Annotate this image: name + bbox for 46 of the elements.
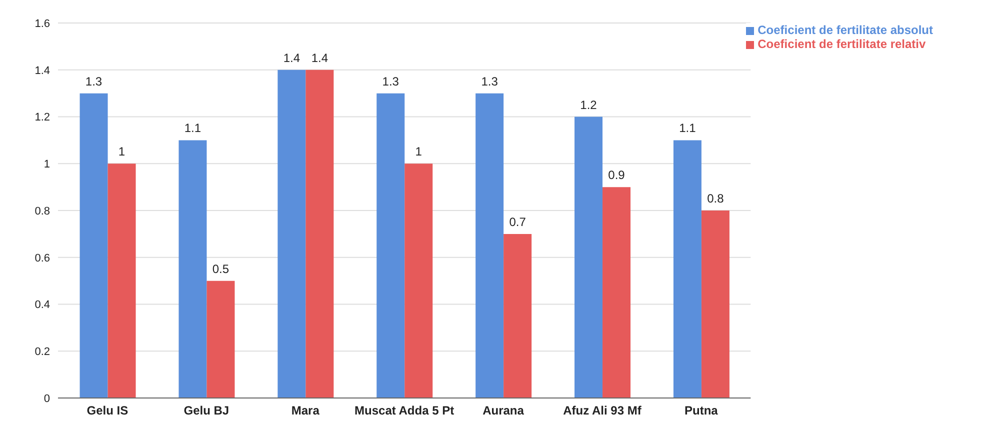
bar [404,164,433,398]
data-label: 1 [415,144,422,159]
data-label: 0.7 [509,214,526,229]
data-label: 0.5 [212,262,230,276]
legend-label: Coeficient de fertilitate absolut [758,23,933,37]
data-label: 0.9 [608,168,626,182]
data-label: 1.1 [679,121,696,136]
bar [504,234,532,398]
data-label: 0.8 [707,192,724,206]
y-tick-label: 0.6 [34,252,50,264]
x-tick-label: Aurana [482,404,524,418]
bar [602,187,631,398]
y-tick-label: 1 [44,158,50,171]
x-tick-label: Gelu IS [86,404,128,418]
bar [108,164,136,398]
data-label: 1.2 [580,98,598,112]
bar [206,280,235,398]
y-tick-label: 1.6 [34,18,50,30]
x-tick-label: Mara [291,404,320,418]
bar [376,93,405,398]
bar [673,140,702,398]
bar [80,93,108,398]
bar [306,70,334,398]
data-label: 1.4 [283,50,300,65]
x-tick-label: Muscat Adda 5 Pt [354,404,454,418]
y-tick-label: 1.2 [34,112,50,124]
y-tick-label: 0 [44,392,50,405]
data-label: 1.3 [481,74,498,88]
bar [278,70,306,398]
y-tick-label: 0.8 [34,205,50,218]
x-tick-label: Afuz Ali 93 Mf [563,404,642,418]
bar [574,116,603,398]
x-tick-label: Putna [684,404,718,418]
y-tick-label: 1.4 [34,64,50,77]
bar [178,140,207,398]
data-label: 1.3 [85,74,102,88]
x-tick-label: Gelu BJ [184,404,230,418]
data-label: 1 [118,144,126,159]
data-label: 1.1 [184,121,202,136]
data-label: 1.4 [311,50,328,65]
bar [476,93,504,398]
y-tick-label: 0.4 [34,299,50,312]
data-label: 1.3 [382,74,400,88]
legend-label: Coeficient de fertilitate relativ [758,37,926,51]
y-tick-label: 0.2 [34,346,50,358]
bar [701,210,730,398]
